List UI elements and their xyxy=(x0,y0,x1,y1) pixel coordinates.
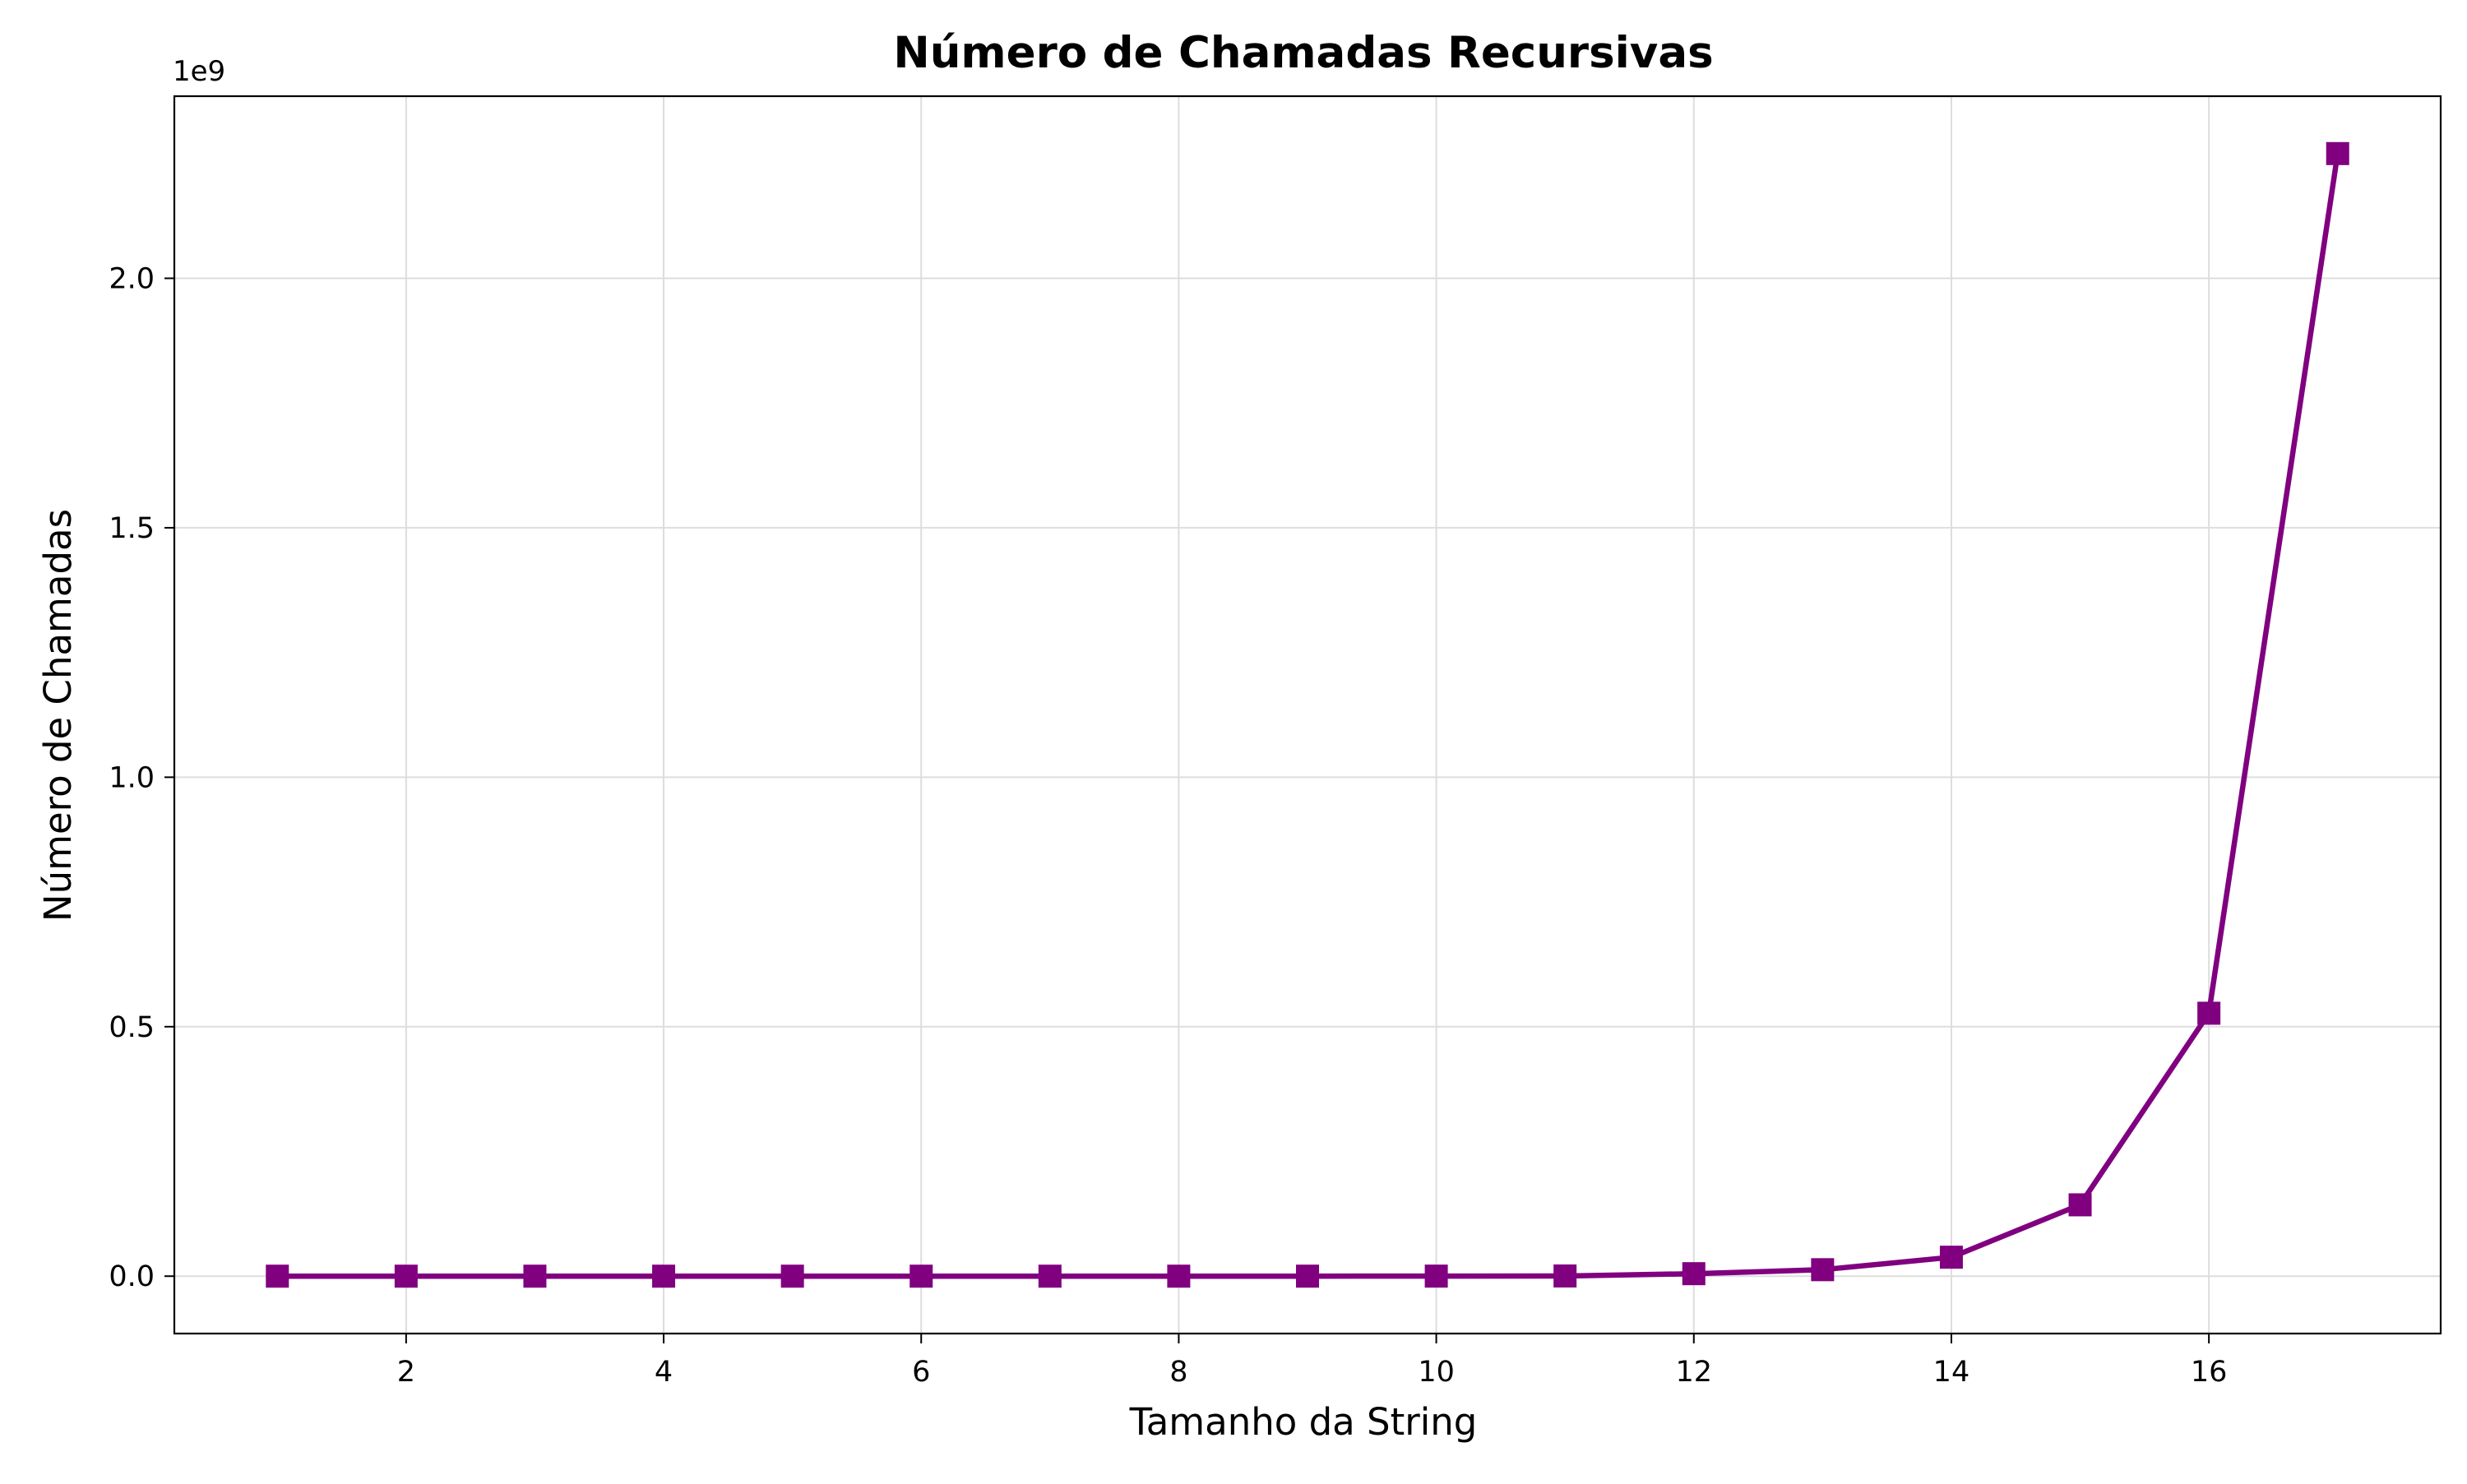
data-point-marker xyxy=(266,1264,289,1288)
data-point-marker xyxy=(1167,1264,1191,1288)
data-point-marker xyxy=(394,1264,418,1288)
data-point-marker xyxy=(523,1264,547,1288)
data-point-marker xyxy=(1296,1264,1319,1288)
data-point-marker xyxy=(1038,1264,1062,1288)
data-point-marker xyxy=(2197,1001,2221,1025)
y-tick-label: 0.0 xyxy=(109,1260,155,1293)
chart-title: Número de Chamadas Recursivas xyxy=(893,28,1713,78)
x-tick-label: 2 xyxy=(397,1356,415,1389)
x-tick-label: 12 xyxy=(1675,1356,1712,1389)
series-layer xyxy=(266,141,2349,1288)
data-point-marker xyxy=(1811,1258,1835,1282)
plot-frame xyxy=(173,95,2442,1335)
data-point-marker xyxy=(2068,1193,2092,1217)
data-point-marker xyxy=(652,1264,676,1288)
data-point-marker xyxy=(1682,1262,1706,1286)
y-tick-label: 1.0 xyxy=(109,761,155,794)
x-tick-label: 4 xyxy=(655,1356,673,1389)
y-tick-label: 1.5 xyxy=(109,512,155,545)
x-tick-label: 16 xyxy=(2191,1356,2228,1389)
y-tick-label: 2.0 xyxy=(109,263,155,296)
data-point-marker xyxy=(2326,141,2349,165)
y-axis-offset-label: 1e9 xyxy=(173,55,225,88)
data-point-marker xyxy=(910,1264,933,1288)
x-axis-label: Tamanho da String xyxy=(1129,1400,1478,1444)
x-tick-label: 14 xyxy=(1933,1356,1970,1389)
series-line xyxy=(277,153,2340,1279)
x-tick-label: 6 xyxy=(912,1356,930,1389)
data-point-marker xyxy=(1424,1264,1448,1288)
x-tick-label: 10 xyxy=(1418,1356,1455,1389)
data-point-marker xyxy=(1939,1246,1963,1269)
data-point-marker xyxy=(1553,1264,1577,1288)
y-axis-label: Número de Chamadas xyxy=(36,509,80,922)
x-tick-label: 8 xyxy=(1169,1356,1187,1389)
y-tick-label: 0.5 xyxy=(109,1011,155,1044)
ticks-layer: 2 4 6 8 10 12 14 16 0.0 0.5 1.0 1.5 2.0 xyxy=(109,263,2227,1389)
grid-layer xyxy=(174,96,2441,1334)
data-point-marker xyxy=(780,1264,804,1288)
